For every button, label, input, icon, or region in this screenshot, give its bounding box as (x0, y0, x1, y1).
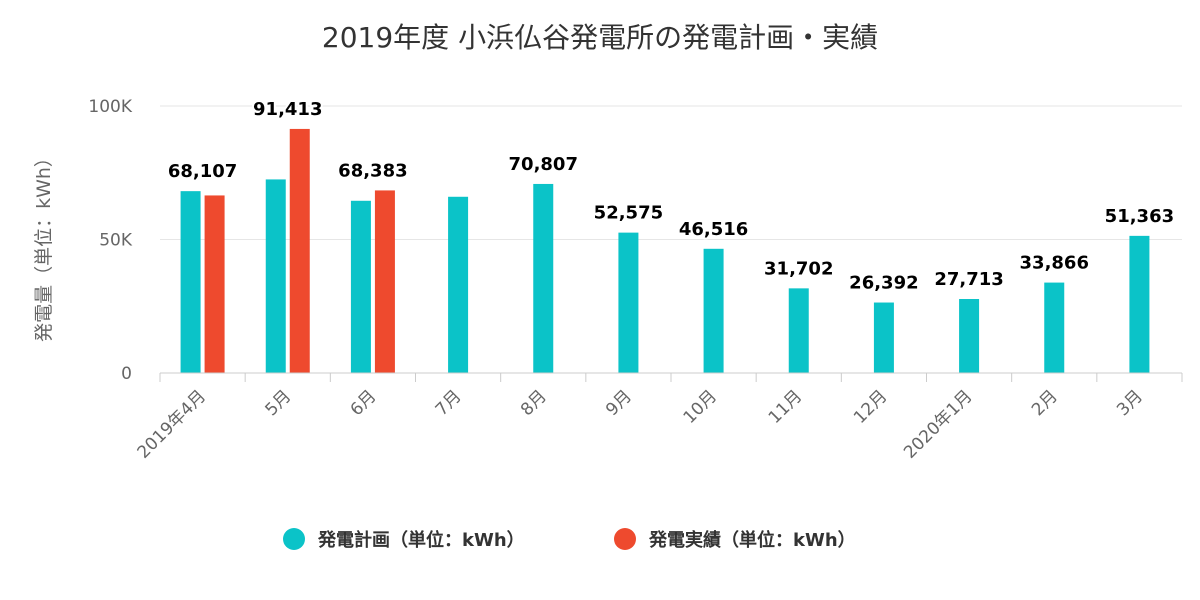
legend-item-actual[interactable]: 発電実績（単位：kWh） (614, 528, 856, 551)
bar[interactable] (703, 248, 724, 373)
bar[interactable] (1044, 282, 1065, 373)
data-label: 27,713 (934, 269, 1003, 290)
legend-marker-plan (283, 528, 305, 550)
legend-label-plan: 発電計画（単位：kWh） (317, 529, 525, 551)
data-label: 31,702 (764, 258, 833, 279)
bar[interactable] (204, 195, 225, 373)
bar[interactable] (873, 302, 894, 373)
data-label: 51,363 (1105, 206, 1174, 227)
x-tick-label: 6月 (347, 386, 381, 420)
x-tick-label: 11月 (765, 386, 806, 427)
x-tick-label: 2月 (1028, 386, 1062, 420)
data-label: 26,392 (849, 273, 918, 294)
x-tick-label: 3月 (1113, 386, 1147, 420)
bar[interactable] (289, 128, 310, 373)
bar[interactable] (533, 183, 554, 373)
data-label: 68,107 (168, 161, 237, 182)
bar[interactable] (959, 299, 980, 373)
x-tick-label: 9月 (602, 386, 636, 420)
chart-title: 2019年度 小浜仏谷発電所の発電計画・実績 (322, 21, 878, 54)
data-label: 46,516 (679, 219, 748, 240)
data-label: 91,413 (253, 99, 322, 120)
data-label: 33,866 (1020, 253, 1089, 274)
data-label: 52,575 (594, 203, 663, 224)
bar[interactable] (618, 232, 639, 373)
legend-label-actual: 発電実績（単位：kWh） (648, 529, 856, 551)
legend[interactable]: 発電計画（単位：kWh） 発電実績（単位：kWh） (283, 528, 856, 551)
legend-marker-actual (614, 528, 636, 550)
bar[interactable] (788, 288, 809, 373)
x-tick-label: 2019年4月 (134, 386, 210, 462)
y-tick-label: 0 (121, 364, 132, 384)
bar[interactable] (1129, 235, 1150, 373)
bar[interactable] (265, 179, 286, 373)
bars (180, 128, 1150, 373)
y-axis-ticks: 0 50K 100K (88, 97, 132, 384)
x-axis-ticks: 2019年4月 5月 6月 7月 8月 9月 10月 11月 12月 2020年1月 2月 3月 (134, 373, 1183, 463)
bar[interactable] (180, 191, 201, 373)
x-tick-label: 5月 (261, 386, 295, 420)
y-tick-label: 100K (88, 97, 132, 117)
gridlines (160, 105, 1182, 240)
x-tick-label: 10月 (680, 386, 721, 427)
x-tick-label: 2020年1月 (900, 386, 976, 462)
bar[interactable] (350, 200, 371, 373)
data-labels: 68,107 91,413 68,383 70,807 52,575 46,516 31,7… (166, 97, 1176, 296)
bar[interactable] (448, 196, 469, 373)
x-tick-label: 7月 (432, 386, 466, 420)
legend-item-plan[interactable]: 発電計画（単位：kWh） (283, 528, 525, 551)
x-tick-label: 8月 (517, 386, 551, 420)
y-axis-label: 発電量（単位：kWh） (33, 148, 55, 342)
y-tick-label: 50K (99, 231, 133, 251)
data-label: 68,383 (338, 160, 407, 181)
x-tick-label: 12月 (850, 386, 891, 427)
data-label: 70,807 (509, 154, 578, 175)
bar[interactable] (374, 190, 395, 373)
